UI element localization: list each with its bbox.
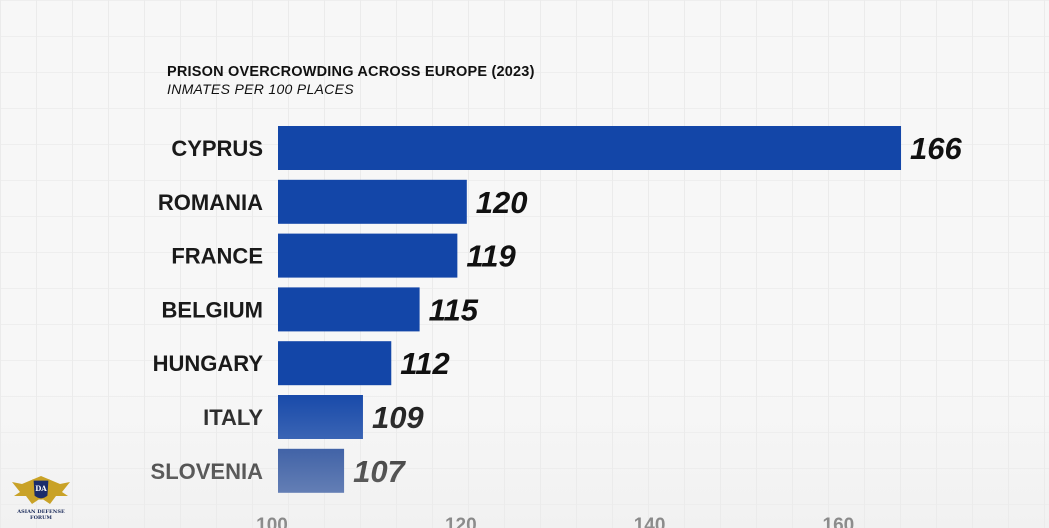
logo-badge: DA: [35, 484, 47, 493]
eagle-shield-icon: DA: [12, 476, 70, 504]
chart-title: PRISON OVERCROWDING ACROSS EUROPE (2023): [167, 64, 535, 80]
value-label-italy: 109: [372, 400, 424, 435]
value-label-romania: 120: [476, 185, 528, 220]
bar-italy: [278, 395, 363, 439]
bar-france: [278, 233, 458, 278]
bar-cyprus: [278, 126, 902, 170]
category-label-france: FRANCE: [171, 244, 263, 269]
bar-romania: [278, 179, 467, 224]
bar-hungary: [278, 341, 392, 386]
value-label-cyprus: 166: [910, 131, 962, 166]
x-tick-120: 120: [445, 515, 477, 528]
bar-belgium: [278, 287, 420, 332]
value-label-slovenia: 107: [353, 454, 406, 489]
bar-slovenia: [278, 448, 345, 493]
category-label-belgium: BELGIUM: [162, 297, 263, 322]
x-tick-160: 160: [823, 515, 855, 528]
category-label-hungary: HUNGARY: [153, 351, 264, 376]
category-label-slovenia: SLOVENIA: [151, 459, 264, 484]
category-label-cyprus: CYPRUS: [171, 136, 263, 161]
x-tick-140: 140: [634, 515, 666, 528]
category-label-romania: ROMANIA: [158, 190, 263, 215]
watermark-text: ASIAN DEFENSE FORUM: [17, 509, 65, 521]
value-label-belgium: 115: [429, 292, 479, 327]
value-label-hungary: 112: [400, 346, 449, 381]
category-label-italy: ITALY: [203, 405, 263, 430]
x-tick-100: 100: [256, 515, 288, 528]
value-label-france: 119: [466, 239, 516, 274]
chart-subtitle: INMATES PER 100 PLACES: [167, 81, 354, 97]
